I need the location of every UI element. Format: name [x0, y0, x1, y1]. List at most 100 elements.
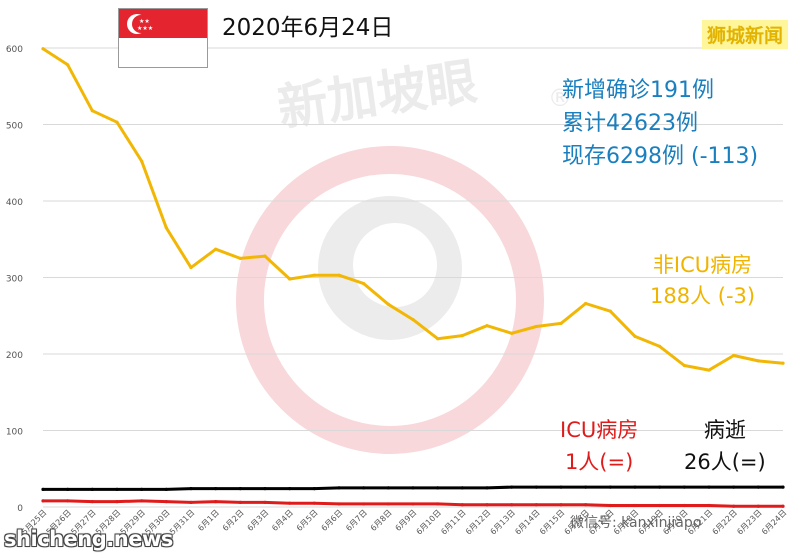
- x-tick-label: 6月14日: [513, 508, 541, 536]
- data-point: [485, 503, 489, 507]
- x-tick-label: 6月7日: [344, 508, 369, 533]
- data-point: [510, 331, 514, 335]
- data-point: [608, 485, 612, 489]
- data-point: [534, 485, 538, 489]
- grid: [43, 47, 783, 508]
- data-point: [633, 334, 637, 339]
- watermark-mark: ®: [548, 84, 572, 112]
- y-tick-labels: 0 100 200 300 400 500 600: [6, 45, 23, 514]
- data-point: [312, 273, 316, 277]
- data-point: [781, 361, 785, 365]
- y-tick-label: 600: [6, 45, 23, 55]
- data-point: [608, 503, 612, 508]
- non-icu-value: 188人 (-3): [650, 284, 756, 308]
- data-point: [312, 487, 316, 491]
- y-tick-label: 500: [6, 122, 23, 132]
- data-point: [337, 502, 341, 506]
- data-point: [66, 63, 70, 67]
- data-point: [756, 485, 760, 489]
- data-point: [189, 487, 193, 491]
- x-tick-label: 6月15日: [538, 508, 566, 536]
- data-point: [411, 317, 415, 322]
- data-point: [115, 120, 119, 124]
- data-point: [164, 226, 168, 230]
- watermark: 新加坡眼 ®: [236, 52, 572, 454]
- icu-label: ICU病房 1人(=): [560, 414, 638, 478]
- data-point: [756, 359, 760, 363]
- data-point: [41, 487, 45, 492]
- data-point: [66, 487, 70, 492]
- deaths-title: 病逝: [703, 418, 746, 442]
- data-point: [115, 487, 119, 492]
- data-point: [707, 368, 711, 372]
- wechat-id: 微信号: kanxinjiapo: [570, 515, 702, 531]
- data-point: [756, 504, 760, 508]
- data-point: [90, 487, 94, 492]
- data-point: [164, 487, 168, 492]
- data-point: [362, 502, 366, 506]
- x-tick-label: 6月6日: [320, 508, 345, 533]
- new-cases-text: 新增确诊191例: [562, 78, 714, 103]
- data-point: [362, 486, 366, 490]
- data-point: [66, 499, 70, 503]
- data-point: [337, 273, 341, 277]
- data-point: [288, 501, 292, 505]
- x-tick-label: 6月10日: [415, 508, 443, 536]
- data-point: [707, 485, 711, 489]
- data-point: [189, 500, 193, 505]
- data-point: [263, 487, 267, 491]
- footer-site: shicheng.news: [4, 527, 173, 551]
- x-tick-label: 6月2日: [221, 508, 246, 533]
- data-point: [115, 500, 119, 504]
- data-point: [682, 485, 686, 489]
- x-tick-label: 6月4日: [270, 508, 295, 533]
- x-tick-label: 6月3日: [246, 508, 271, 533]
- x-tick-label: 6月12日: [464, 508, 492, 536]
- data-point: [781, 485, 785, 489]
- x-tick-label: 6月11日: [439, 508, 467, 536]
- y-tick-label: 300: [6, 275, 23, 285]
- data-point: [732, 485, 736, 489]
- data-point: [781, 504, 785, 508]
- data-point: [41, 499, 45, 503]
- data-point: [436, 337, 440, 341]
- x-tick-label: 6月8日: [369, 508, 394, 533]
- singapore-flag: ★★ ★★★: [118, 8, 208, 68]
- x-tick-label: 6月24日: [760, 508, 788, 536]
- data-point: [312, 501, 316, 505]
- data-point: [263, 254, 267, 258]
- y-tick-label: 200: [6, 351, 23, 361]
- crescent-stars-icon: ★★ ★★★: [127, 14, 153, 34]
- data-point: [362, 282, 366, 286]
- data-point: [633, 503, 637, 508]
- y-tick-label: 0: [17, 504, 23, 514]
- brand-badge: 狮城新闻: [701, 20, 788, 49]
- data-point: [633, 485, 637, 489]
- y-tick-label: 400: [6, 198, 23, 208]
- data-point: [460, 486, 464, 490]
- data-point: [140, 159, 144, 163]
- data-point: [732, 353, 736, 358]
- x-tick-label: 6月23日: [735, 508, 763, 536]
- total-cases-text: 累计42623例: [562, 111, 698, 136]
- data-point: [386, 486, 390, 490]
- data-point: [658, 485, 662, 489]
- icu-value: 1人(=): [564, 450, 634, 474]
- data-point: [510, 503, 514, 507]
- y-tick-label: 100: [6, 428, 23, 438]
- data-point: [732, 504, 736, 508]
- data-point: [608, 309, 612, 313]
- svg-text:★★: ★★: [139, 18, 150, 25]
- non-icu-title: 非ICU病房: [652, 253, 753, 277]
- data-point: [485, 486, 489, 490]
- data-point: [584, 485, 588, 489]
- data-point: [288, 487, 292, 491]
- x-tick-label: 6月1日: [196, 508, 221, 533]
- data-point: [584, 301, 588, 306]
- data-point: [485, 324, 489, 328]
- data-point: [288, 277, 292, 281]
- data-point: [534, 503, 538, 507]
- data-point: [90, 500, 94, 504]
- data-point: [436, 486, 440, 490]
